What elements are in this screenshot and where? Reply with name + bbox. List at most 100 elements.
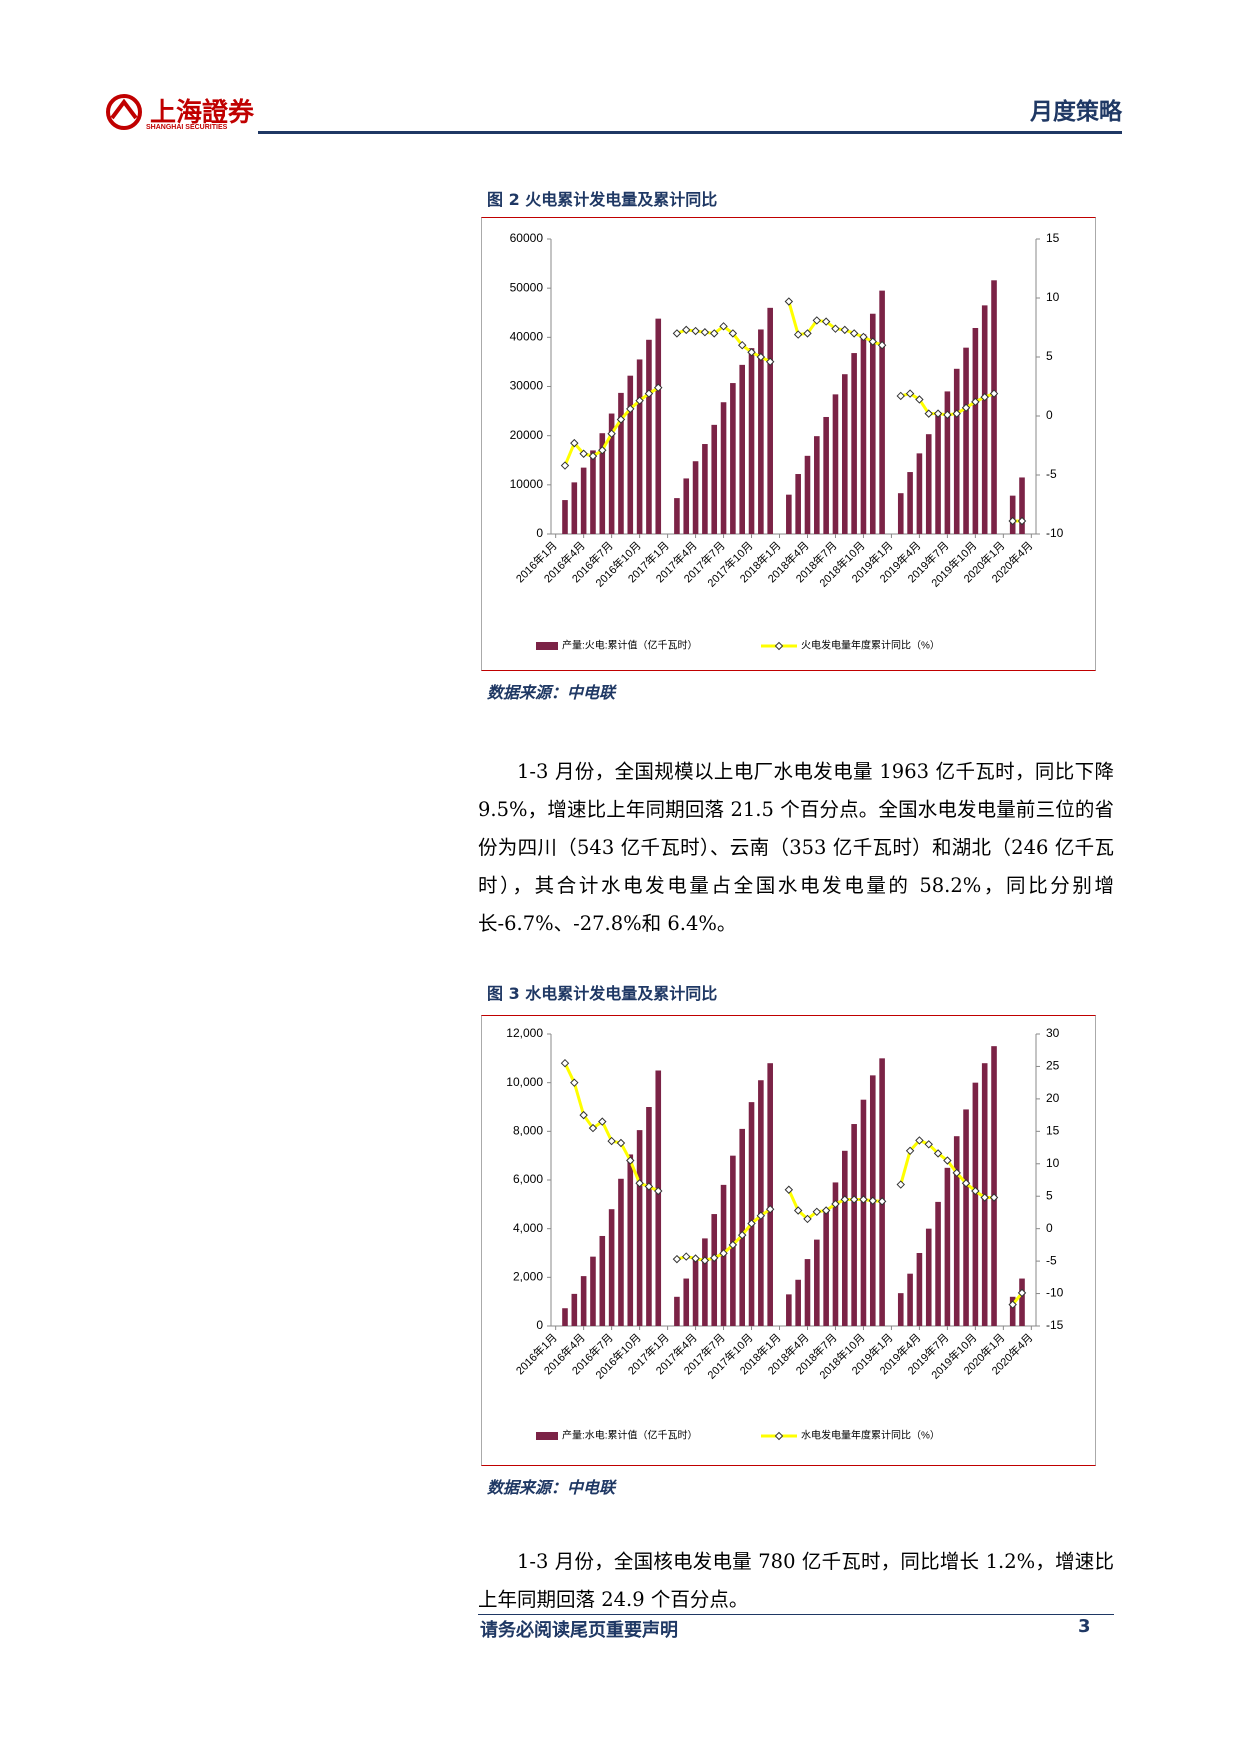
chart: 0 2,000 4,000 6,000 8,000 10,000 12,000 -15 -10 -… (506, 1026, 1063, 1441)
bar (692, 461, 699, 534)
line-marker (644, 389, 654, 398)
bar (646, 1107, 652, 1326)
y-tick-label: 0 (536, 526, 543, 540)
y2-tick-label: -5 (1046, 467, 1057, 481)
bar (832, 394, 839, 534)
page-number: 3 (1078, 1616, 1091, 1637)
line-marker (924, 409, 933, 418)
bar (925, 434, 932, 534)
bar (944, 1167, 951, 1326)
y-tick-label: 6,000 (513, 1172, 543, 1186)
bar (608, 1209, 615, 1326)
bar (767, 1063, 773, 1326)
legend-label: 产量:火电:累计值（亿千瓦时） (562, 639, 698, 652)
line-marker (579, 449, 588, 458)
bar (758, 329, 764, 534)
bar (580, 1276, 587, 1326)
bar (748, 348, 755, 534)
y2-tick-label: -10 (1046, 526, 1064, 540)
line-marker (915, 1136, 924, 1145)
line-marker (877, 1197, 887, 1206)
bar (842, 1150, 848, 1326)
line-marker (644, 1182, 654, 1191)
bar (590, 450, 596, 534)
figure-title: 图 2 火电累计发电量及累计同比 (487, 190, 718, 209)
y2-tick-label: 10 (1046, 1156, 1060, 1170)
line-marker (859, 332, 868, 342)
footer-rule (478, 1614, 1114, 1615)
line-marker (915, 395, 924, 404)
line-marker (1017, 1288, 1027, 1298)
line-marker (747, 1219, 756, 1228)
paragraph: 1-3 月份，全国核电发电量 780 亿千瓦时，同比增长 1.2%，增速比上年同… (478, 1550, 1114, 1611)
line-marker (1008, 1300, 1017, 1309)
y-tick-label: 4,000 (513, 1221, 543, 1235)
bar (627, 375, 634, 534)
bar (963, 1109, 969, 1326)
bar (646, 339, 652, 534)
bar (972, 327, 979, 534)
y2-tick-label: -5 (1046, 1253, 1057, 1267)
y2-tick-label: 5 (1046, 1188, 1053, 1202)
line-marker (635, 396, 644, 405)
line-marker (989, 389, 999, 398)
line-marker (691, 326, 700, 336)
bar (972, 1082, 979, 1326)
line-marker (812, 316, 822, 325)
line-marker (728, 1240, 738, 1250)
bar (730, 383, 736, 534)
bar (851, 1124, 857, 1326)
bar (935, 1201, 941, 1326)
line-marker (747, 348, 756, 357)
bar (897, 493, 904, 534)
line-marker (626, 404, 635, 414)
y2-tick-label: 5 (1046, 349, 1053, 363)
bar (860, 334, 867, 534)
bar (786, 494, 792, 534)
line-marker (961, 1179, 971, 1188)
line-marker (765, 357, 775, 366)
y-tick-label: 60000 (510, 231, 544, 245)
line-marker (756, 352, 766, 362)
line-marker (691, 1254, 700, 1263)
bar (953, 368, 960, 534)
bar (879, 290, 885, 534)
line-marker (943, 410, 952, 420)
line-marker (588, 451, 598, 461)
line-marker (635, 1179, 644, 1188)
line-marker (728, 329, 738, 338)
bar (618, 1178, 624, 1326)
line (563, 301, 1023, 523)
line-marker (868, 337, 877, 346)
bar (692, 1257, 699, 1326)
line-marker (952, 409, 961, 418)
line-marker (849, 1195, 859, 1204)
bar (786, 1294, 792, 1326)
bar (991, 1046, 997, 1326)
bar (720, 402, 727, 534)
bar (935, 412, 941, 534)
bar (636, 1130, 643, 1326)
line-marker (868, 1196, 877, 1205)
bar (1009, 1296, 1016, 1326)
logo-subtext: SHANGHAI SECURITIES (146, 124, 228, 131)
paragraph: 1-3 月份，全国规模以上电厂水电发电量 1963 亿千瓦时，同比下降 9.5%… (478, 760, 1114, 935)
bar (758, 1080, 764, 1326)
logo-text: 上海證券 (150, 98, 255, 128)
chart-frame (481, 1015, 1096, 1466)
y-tick-label: 8,000 (513, 1124, 543, 1138)
bar (655, 318, 662, 534)
bar (702, 444, 708, 534)
bar (711, 1214, 718, 1326)
y2-tick-label: 0 (1046, 408, 1053, 422)
line-marker (803, 329, 812, 338)
line-marker (607, 1136, 616, 1146)
line-marker (616, 415, 626, 424)
line-marker (598, 1117, 607, 1126)
header-rule (258, 131, 1122, 134)
line-marker (980, 1193, 989, 1202)
line-marker (607, 429, 616, 438)
line-marker (1008, 516, 1017, 526)
line-marker (560, 1058, 570, 1068)
line-marker (654, 1186, 663, 1196)
